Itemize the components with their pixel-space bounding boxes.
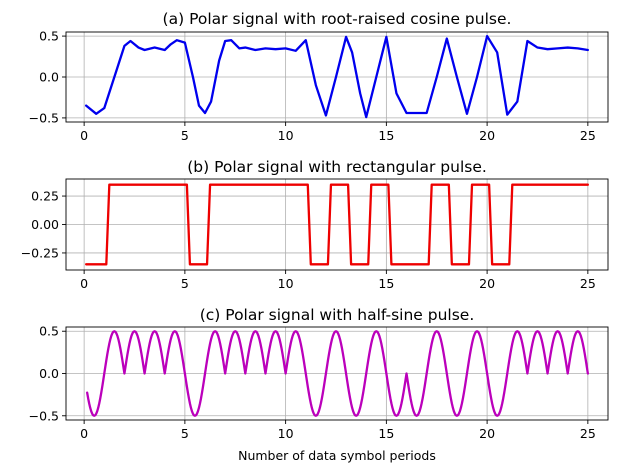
x-tick-label: 5 — [181, 426, 189, 441]
x-tick-label: 20 — [479, 128, 495, 143]
y-tick-label: 0.5 — [39, 29, 59, 44]
x-tick-label: 20 — [479, 426, 495, 441]
y-tick-label: 0.25 — [31, 189, 59, 204]
x-tick-label: 0 — [80, 276, 88, 291]
y-tick-label: 0.0 — [39, 366, 59, 381]
x-tick-label: 10 — [278, 128, 294, 143]
chart-panel-b: 0 5 10 15 20 25 −0.25 0.00 0.25 (b) Polar signal … — [21, 158, 609, 291]
x-tick-label: 20 — [479, 276, 495, 291]
x-tick-label: 15 — [378, 426, 394, 441]
x-tick-label: 0 — [80, 426, 88, 441]
series-line — [85, 34, 589, 119]
chart-title: (a) Polar signal with root-raised cosine… — [163, 10, 512, 28]
y-tick-label: −0.25 — [21, 245, 59, 260]
series-line — [86, 330, 589, 417]
x-axis-label: Number of data symbol periods — [238, 448, 436, 463]
y-tick-label: −0.5 — [29, 408, 59, 423]
y-tick-label: 0.0 — [39, 70, 59, 85]
chart-title: (c) Polar signal with half-sine pulse. — [200, 306, 475, 324]
y-tick-label: −0.5 — [29, 110, 59, 125]
x-tick-label: 0 — [80, 128, 88, 143]
x-tick-label: 5 — [181, 128, 189, 143]
x-tick-label: 15 — [378, 128, 394, 143]
series-line — [85, 183, 589, 266]
x-tick-label: 25 — [580, 276, 596, 291]
x-tick-label: 25 — [580, 128, 596, 143]
y-tick-label: 0.5 — [39, 324, 59, 339]
x-tick-label: 10 — [278, 426, 294, 441]
x-tick-label: 15 — [378, 276, 394, 291]
x-tick-label: 25 — [580, 426, 596, 441]
chart-title: (b) Polar signal with rectangular pulse. — [187, 158, 487, 176]
y-tick-label: 0.00 — [31, 217, 59, 232]
chart-panel-c: 0 5 10 15 20 25 −0.5 0.0 0.5 (c) Polar signal wit… — [29, 306, 609, 441]
chart-panel-a: 0 5 10 15 20 25 −0.5 0.0 0.5 (a) Polar signal wit… — [29, 10, 609, 143]
x-tick-label: 5 — [181, 276, 189, 291]
x-tick-label: 10 — [278, 276, 294, 291]
